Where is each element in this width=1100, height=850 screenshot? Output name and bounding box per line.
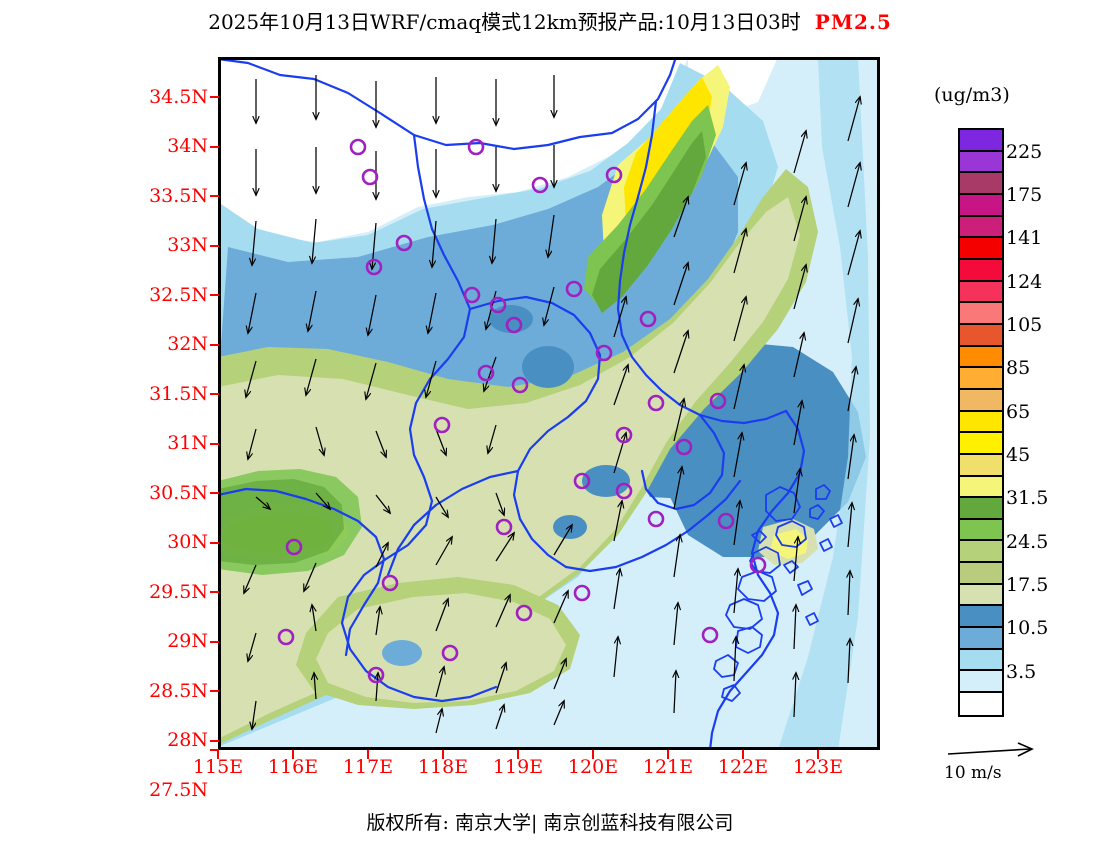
- lon-label-0: 115E: [192, 756, 244, 778]
- lat-tick: [210, 492, 219, 494]
- lon-label-3: 118E: [417, 756, 469, 778]
- colorbar-tick-label: 45: [1006, 444, 1031, 466]
- wind-arrow-icon: [947, 742, 1034, 757]
- map-plot-area[interactable]: [218, 57, 880, 750]
- lon-tick: [667, 750, 669, 759]
- lon-tick: [817, 750, 819, 759]
- lat-label-4: 32.5N: [149, 283, 208, 306]
- lat-label-3: 33N: [167, 234, 208, 256]
- lon-tick: [217, 750, 219, 759]
- lon-label-5: 120E: [567, 756, 619, 778]
- colorbar-unit-label: (ug/m3): [934, 84, 1010, 106]
- colorbar-band: [960, 238, 1002, 260]
- lat-label-1: 34N: [167, 135, 208, 157]
- lon-tick: [517, 750, 519, 759]
- lat-tick: [210, 96, 219, 98]
- lat-tick: [210, 690, 219, 692]
- colorbar-band: [960, 194, 1002, 217]
- lat-label-10: 29.5N: [149, 580, 208, 603]
- colorbar-band: [960, 519, 1002, 542]
- colorbar-band: [960, 693, 1002, 715]
- colorbar-band: [960, 671, 1002, 694]
- colorbar-band: [960, 454, 1002, 477]
- lon-tick: [742, 750, 744, 759]
- colorbar-band: [960, 130, 1002, 152]
- lon-label-2: 117E: [342, 756, 394, 778]
- lat-tick: [210, 344, 219, 346]
- lon-tick: [592, 750, 594, 759]
- wind-scale-label: 10 m/s: [944, 763, 1002, 783]
- lat-tick: [210, 443, 219, 445]
- lat-tick: [210, 294, 219, 296]
- colorbar-tick-label: 17.5: [1006, 574, 1049, 596]
- lat-tick: [210, 146, 219, 148]
- colorbar-band: [960, 303, 1002, 325]
- colorbar-tick-label: 124: [1006, 270, 1043, 293]
- copyright-footer: 版权所有: 南京大学| 南京创蓝科技有限公司: [366, 812, 734, 834]
- lon-tick: [367, 750, 369, 759]
- colorbar-band: [960, 173, 1002, 195]
- lon-label-4: 119E: [492, 756, 544, 778]
- lat-label-7: 31N: [167, 432, 208, 454]
- lat-label-9: 30N: [167, 531, 208, 553]
- colorbar-tick-label: 10.5: [1006, 617, 1049, 640]
- colorbar-tick-label: 24.5: [1006, 530, 1049, 553]
- lat-label-0: 34.5N: [149, 85, 208, 108]
- colorbar-band: [960, 541, 1002, 564]
- lat-tick: [210, 591, 219, 593]
- colorbar-band: [960, 476, 1002, 499]
- lat-tick: [210, 195, 219, 197]
- lat-tick: [210, 749, 219, 751]
- wind-scale-legend: 10 m/s: [944, 742, 1094, 783]
- colorbar-band: [960, 584, 1002, 607]
- lon-tick: [292, 750, 294, 759]
- colorbar-tick-label: 65: [1006, 400, 1031, 423]
- colorbar-band: [960, 216, 1002, 239]
- lat-label-11: 29N: [167, 630, 208, 652]
- lat-tick: [210, 542, 219, 544]
- colorbar-band: [960, 628, 1002, 650]
- lon-label-7: 122E: [717, 756, 769, 778]
- lat-label-13: 28N: [167, 729, 208, 751]
- lat-label-5: 32N: [167, 333, 208, 355]
- colorbar-tick-label: 141: [1006, 227, 1043, 250]
- lon-label-1: 116E: [267, 756, 319, 778]
- lat-tick: [210, 245, 219, 247]
- colorbar-band: [960, 433, 1002, 455]
- lat-label-8: 30.5N: [149, 481, 208, 504]
- colorbar-band: [960, 151, 1002, 174]
- colorbar-band: [960, 368, 1002, 390]
- page-title: 2025年10月13日WRF/cmaq模式12km预报产品:10月13日03时 P…: [0, 6, 1100, 35]
- lat-label-12: 28.5N: [149, 679, 208, 702]
- colorbar-tick-label: 85: [1006, 357, 1031, 380]
- colorbar-tick-label: 175: [1006, 184, 1043, 206]
- title-species: PM2.5: [814, 10, 892, 34]
- colorbar-band: [960, 649, 1002, 672]
- colorbar-band: [960, 411, 1002, 434]
- colorbar-band: [960, 563, 1002, 585]
- colorbar-band: [960, 324, 1002, 347]
- colorbar-band: [960, 498, 1002, 520]
- colorbar-band: [960, 281, 1002, 304]
- title-text: 2025年10月13日WRF/cmaq模式12km预报产品:10月13日03时: [208, 10, 801, 34]
- lon-tick: [442, 750, 444, 759]
- colorbar-tick-label: 3.5: [1006, 660, 1037, 683]
- lat-label-6: 31.5N: [149, 382, 208, 405]
- colorbar-band: [960, 346, 1002, 369]
- colorbar-band: [960, 606, 1002, 629]
- lon-label-6: 121E: [642, 756, 694, 778]
- lat-label-2: 33.5N: [149, 184, 208, 207]
- lat-tick: [210, 740, 219, 742]
- colorbar-tick-label: 31.5: [1006, 487, 1049, 510]
- colorbar-tick-label: 105: [1006, 314, 1043, 336]
- colorbar-band: [960, 389, 1002, 412]
- colorbar: [958, 128, 1004, 717]
- lon-label-8: 123E: [792, 756, 844, 778]
- colorbar-tick-label: 225: [1006, 140, 1043, 163]
- lat-tick: [210, 641, 219, 643]
- lat-label-14: 27.5N: [149, 778, 208, 801]
- lat-tick: [210, 393, 219, 395]
- colorbar-band: [960, 259, 1002, 282]
